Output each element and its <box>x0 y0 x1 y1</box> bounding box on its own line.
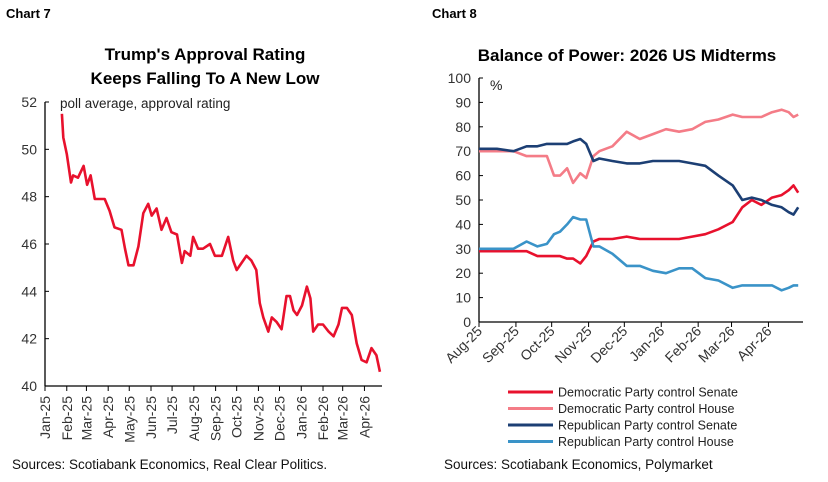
y-tick-label: 80 <box>455 119 471 135</box>
x-tick-label: Nov-25 <box>250 396 266 441</box>
series-line-democratic-party-control-house <box>479 108 799 185</box>
x-tick-label: Aug-25 <box>186 396 202 441</box>
x-tick-label: Apr-26 <box>356 396 372 438</box>
chart-8-label: Chart 8 <box>432 6 477 21</box>
y-tick-label: 0 <box>463 314 471 330</box>
chart-7: Chart 7 Trump's Approval Rating Keeps Fa… <box>6 6 382 472</box>
legend-label: Democratic Party control Senate <box>558 386 738 400</box>
x-tick-label: Oct-25 <box>229 396 245 438</box>
x-tick-label: Oct-25 <box>517 323 558 364</box>
y-tick-label: 100 <box>448 70 472 86</box>
legend-label: Republican Party control House <box>558 435 734 449</box>
series-line-republican-party-control-house <box>479 215 799 292</box>
x-tick-label: Sep-25 <box>479 323 522 366</box>
series-line-approval-rating <box>60 113 382 373</box>
x-tick-label: Feb-25 <box>59 396 75 441</box>
y-tick-label: 20 <box>455 265 471 281</box>
x-tick-label: Apr-25 <box>100 396 116 438</box>
x-tick-label: Mar-26 <box>335 396 351 441</box>
chart-7-title-line-1: Trump's Approval Rating <box>105 45 306 64</box>
y-tick-label: 50 <box>21 141 37 157</box>
x-tick-label: Sep-25 <box>208 396 224 441</box>
y-tick-label: 42 <box>21 331 37 347</box>
y-tick-label: 40 <box>21 378 37 394</box>
y-tick-label: 40 <box>455 216 471 232</box>
y-tick-label: 30 <box>455 241 471 257</box>
chart-8-ylabel: % <box>490 77 502 93</box>
x-tick-label: Feb-26 <box>315 396 331 441</box>
chart-7-subtitle: poll average, approval rating <box>60 96 230 111</box>
chart-8-title: Balance of Power: 2026 US Midterms <box>478 46 777 65</box>
x-tick-label: Apr-26 <box>734 323 775 364</box>
x-tick-label: Jul-25 <box>164 396 180 434</box>
y-tick-label: 10 <box>455 290 471 306</box>
x-tick-label: Mar-26 <box>695 323 738 366</box>
x-tick-label: May-25 <box>121 396 137 443</box>
chart-7-source: Sources: Scotiabank Economics, Real Clea… <box>12 457 327 472</box>
chart-8-source: Sources: Scotiabank Economics, Polymarke… <box>444 457 713 472</box>
chart-7-title-line-2: Keeps Falling To A New Low <box>91 69 321 88</box>
y-tick-label: 52 <box>21 94 37 110</box>
chart-7-label: Chart 7 <box>6 6 51 21</box>
y-tick-label: 90 <box>455 94 471 110</box>
x-tick-label: Jun-25 <box>143 396 159 439</box>
x-tick-label: Jan-26 <box>293 396 309 439</box>
series-line-republican-party-control-senate <box>479 137 800 216</box>
chart-8: Chart 8 Balance of Power: 2026 US Midter… <box>432 6 803 472</box>
x-tick-label: Jan-25 <box>37 396 53 439</box>
x-tick-label: Mar-25 <box>78 396 94 441</box>
y-tick-label: 60 <box>455 168 471 184</box>
y-tick-label: 46 <box>21 236 37 252</box>
x-tick-label: Jan-26 <box>626 323 668 365</box>
legend-label: Democratic Party control House <box>558 402 735 416</box>
y-tick-label: 70 <box>455 143 471 159</box>
y-tick-label: 48 <box>21 189 37 205</box>
y-tick-label: 44 <box>21 283 37 299</box>
y-tick-label: 50 <box>455 192 471 208</box>
x-tick-label: Feb-26 <box>662 323 705 366</box>
x-tick-label: Dec-25 <box>587 323 630 366</box>
x-tick-label: Nov-25 <box>551 323 594 366</box>
x-tick-label: Dec-25 <box>271 396 287 441</box>
series-line-democratic-party-control-senate <box>479 184 800 265</box>
legend-label: Republican Party control Senate <box>558 419 737 433</box>
